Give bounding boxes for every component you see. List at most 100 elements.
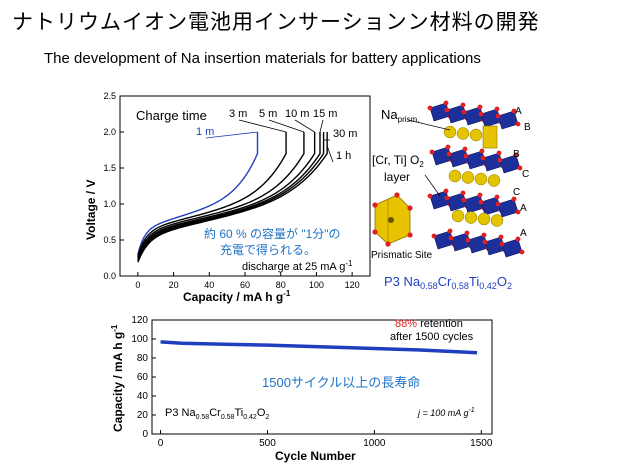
oxygen-atom bbox=[519, 249, 525, 255]
leader-line bbox=[268, 119, 305, 133]
oxygen-atom bbox=[461, 109, 467, 115]
na-atom bbox=[464, 211, 478, 224]
leader-line bbox=[238, 119, 287, 133]
x-tick-label: 500 bbox=[259, 438, 276, 449]
oxygen-atom bbox=[481, 232, 487, 238]
oxygen-atom bbox=[444, 195, 450, 201]
x-tick-label: 120 bbox=[345, 280, 360, 290]
oxygen-atom bbox=[385, 241, 391, 247]
annotation-line-1: 約 60 % の容量が "1分"の bbox=[204, 226, 341, 241]
leader-line bbox=[407, 119, 451, 131]
oxygen-atom bbox=[460, 102, 466, 108]
discharge-note: discharge at 25 mA g-1 bbox=[242, 259, 353, 273]
chart2-ylabel: Capacity / mA h g-1 bbox=[110, 324, 125, 432]
y-tick-label: 40 bbox=[137, 391, 149, 402]
oxygen-atom bbox=[515, 236, 521, 242]
x-tick-label: 0 bbox=[158, 438, 164, 449]
oxygen-atom bbox=[511, 108, 517, 114]
oxygen-atom bbox=[477, 192, 483, 198]
series-label: 30 m bbox=[333, 128, 357, 140]
oxygen-atom bbox=[478, 111, 484, 117]
y-tick-label: 20 bbox=[137, 410, 149, 421]
y-tick-label: 0 bbox=[142, 429, 148, 440]
na-atom bbox=[388, 217, 394, 223]
na-atom bbox=[451, 209, 465, 223]
oxygen-atom bbox=[494, 194, 500, 200]
oxygen-atom bbox=[460, 190, 466, 196]
oxygen-atom bbox=[497, 157, 503, 163]
charge-curve-15m bbox=[137, 132, 321, 260]
layer-label: [Cr, Ti] O2 bbox=[372, 153, 424, 169]
charge-curve-5m bbox=[137, 132, 305, 258]
oxygen-atom bbox=[447, 228, 453, 234]
prismatic-site-label: Prismatic Site bbox=[371, 250, 433, 261]
oxygen-atom bbox=[464, 230, 470, 236]
oxygen-atom bbox=[448, 235, 454, 241]
stacking-letter: C bbox=[513, 187, 520, 198]
oxygen-atom bbox=[477, 104, 483, 110]
oxygen-atom bbox=[517, 165, 523, 171]
prism-site-box bbox=[482, 125, 498, 149]
oxygen-atom bbox=[427, 105, 433, 111]
x-tick-label: 40 bbox=[204, 280, 214, 290]
leader-line bbox=[294, 119, 315, 133]
x-tick-label: 1500 bbox=[470, 438, 493, 449]
na-atom bbox=[461, 171, 475, 184]
oxygen-atom bbox=[496, 150, 502, 156]
chart1-xlabel: Capacity / mA h g-1 bbox=[183, 289, 291, 304]
y-tick-label: 80 bbox=[137, 353, 149, 364]
oxygen-atom bbox=[443, 100, 449, 106]
x-tick-label: 1000 bbox=[363, 438, 386, 449]
series-label: 1 m bbox=[196, 126, 214, 138]
oxygen-atom bbox=[462, 146, 468, 152]
y-tick-label: 1.0 bbox=[103, 199, 116, 209]
oxygen-atom bbox=[446, 151, 452, 157]
stacking-letter: B bbox=[513, 149, 520, 160]
series-label: 1 h bbox=[336, 150, 351, 162]
x-tick-label: 100 bbox=[309, 280, 324, 290]
charge-curve-10m bbox=[137, 132, 316, 259]
oxygen-atom bbox=[445, 144, 451, 150]
page-subtitle-english: The development of Na insertion material… bbox=[44, 50, 481, 67]
na-atom bbox=[448, 169, 462, 183]
material-formula: P3 Na0.58Cr0.58Ti0.42O2 bbox=[384, 274, 512, 291]
oxygen-atom bbox=[465, 237, 471, 243]
leader-line bbox=[424, 174, 441, 197]
na-atom bbox=[474, 172, 488, 186]
oxygen-atom bbox=[511, 196, 517, 202]
capacity-retention-curve bbox=[160, 340, 478, 355]
retention-note-2: after 1500 cycles bbox=[390, 331, 474, 343]
stacking-letter: A bbox=[515, 106, 522, 117]
na-atom bbox=[487, 174, 501, 187]
oxygen-atom bbox=[394, 192, 400, 198]
y-tick-label: 120 bbox=[131, 315, 148, 326]
oxygen-atom bbox=[480, 155, 486, 161]
y-tick-label: 0.5 bbox=[103, 235, 116, 245]
oxygen-atom bbox=[463, 153, 469, 159]
chart2-xlabel: Cycle Number bbox=[275, 449, 356, 463]
y-tick-label: 60 bbox=[137, 372, 149, 383]
y-tick-label: 0.0 bbox=[103, 271, 116, 281]
page-title-japanese: ナトリウムイオン電池用インサーションン材料の開発 bbox=[12, 10, 540, 34]
chart1-ylabel: Voltage / V bbox=[84, 180, 98, 240]
stacking-letter: C bbox=[522, 169, 529, 180]
oxygen-atom bbox=[407, 232, 413, 238]
charge-curve-1m bbox=[137, 132, 259, 255]
cycle-material-formula: P3 Na0.58Cr0.58Ti0.42O2 bbox=[165, 407, 269, 421]
leader-line bbox=[205, 131, 258, 139]
oxygen-atom bbox=[427, 193, 433, 199]
oxygen-atom bbox=[499, 241, 505, 247]
series-label: 10 m bbox=[285, 108, 309, 120]
x-tick-label: 60 bbox=[240, 280, 250, 290]
oxygen-atom bbox=[478, 199, 484, 205]
y-tick-label: 100 bbox=[131, 334, 148, 345]
x-tick-label: 20 bbox=[169, 280, 179, 290]
charge-curve-1h bbox=[137, 132, 328, 263]
oxygen-atom bbox=[372, 229, 378, 235]
oxygen-atom bbox=[461, 197, 467, 203]
oxygen-atom bbox=[479, 148, 485, 154]
oxygen-atom bbox=[407, 205, 413, 211]
